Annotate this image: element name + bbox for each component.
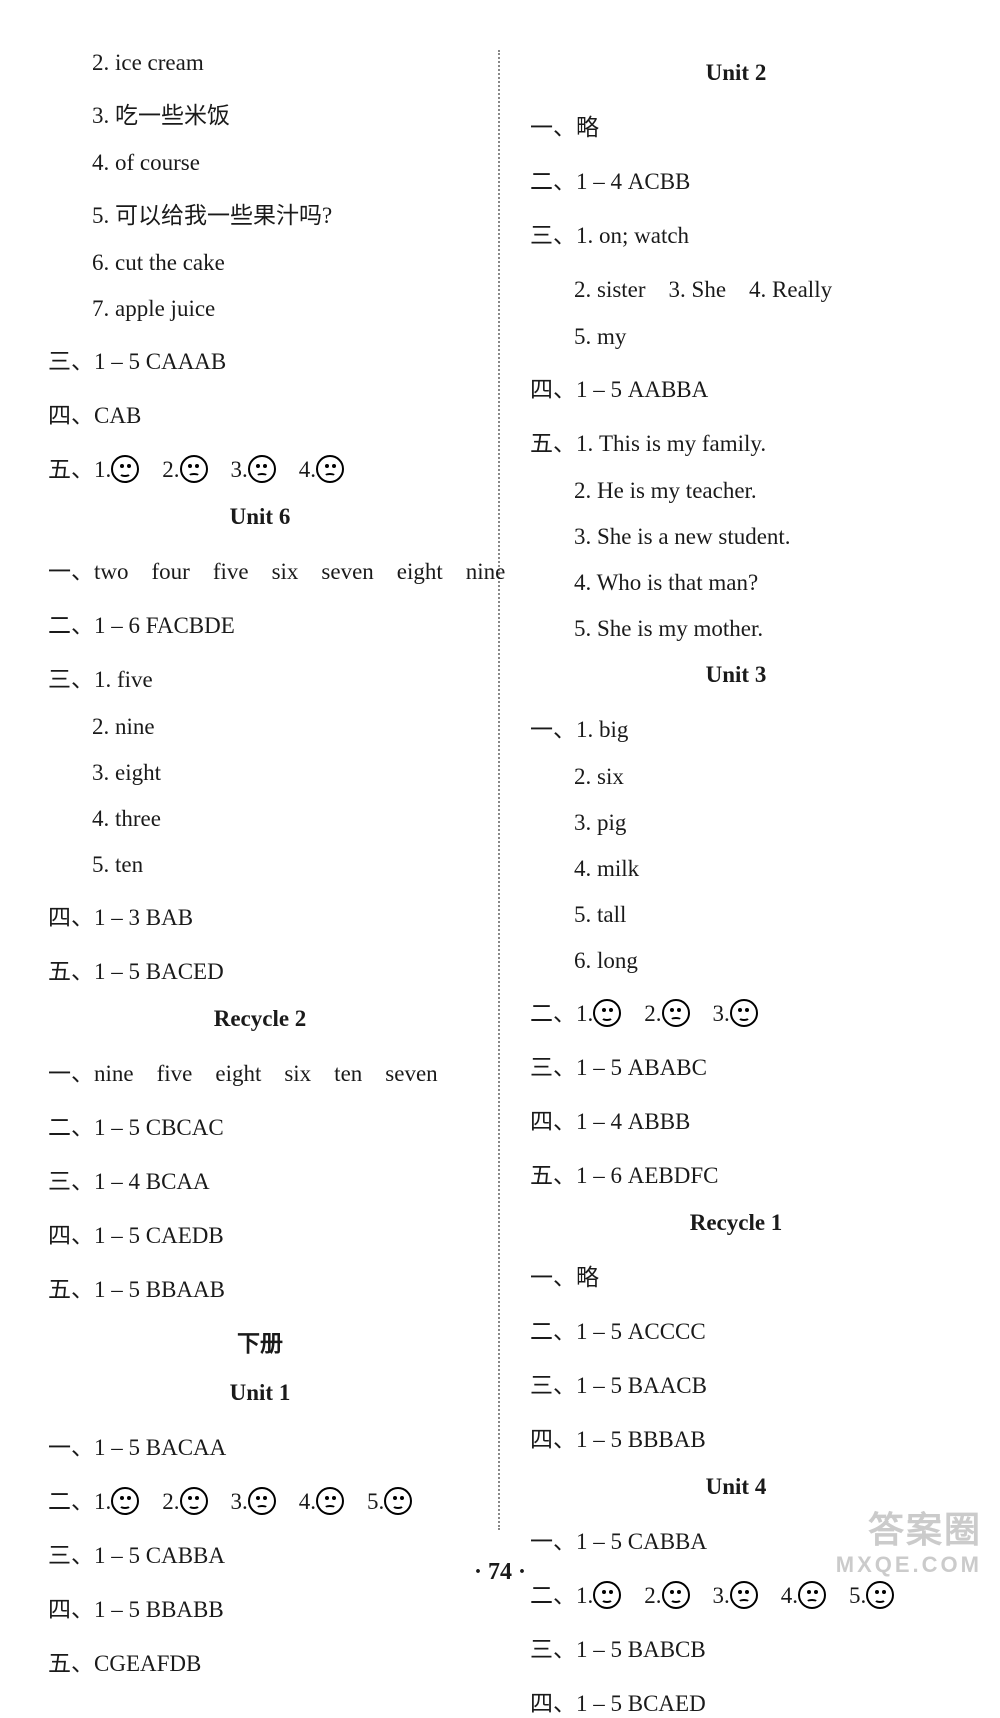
answer-line: 三、1 – 5 ABABC xyxy=(530,1048,942,1082)
section-title-unit6: Unit 6 xyxy=(48,504,472,530)
answer-line: 6. cut the cake xyxy=(48,250,472,276)
answer-line: 4. three xyxy=(48,806,472,832)
smile-face-icon xyxy=(180,1487,208,1515)
answer-line: 2. ice cream xyxy=(48,50,472,76)
answer-line: 3. eight xyxy=(48,760,472,786)
answer-line: 5. tall xyxy=(530,902,942,928)
answer-line: 3. pig xyxy=(530,810,942,836)
answer-line: 四、1 – 5 BCAED xyxy=(530,1684,942,1718)
answer-line: 5. She is my mother. xyxy=(530,616,942,642)
answer-line: 3. 吃一些米饭 xyxy=(48,96,472,130)
answer-line: 三、1. on; watch xyxy=(530,216,942,250)
answer-line: 三、1 – 5 BAACB xyxy=(530,1366,942,1400)
section-title-unit1: Unit 1 xyxy=(48,1380,472,1406)
face-item-label: 4. xyxy=(781,1583,798,1609)
answer-line: 一、略 xyxy=(530,108,942,142)
face-item-label: 2. xyxy=(162,1489,179,1515)
face-item-label: 五、1. xyxy=(48,450,111,484)
answer-line: 四、CAB xyxy=(48,396,472,430)
answer-line: 五、CGEAFDB xyxy=(48,1644,472,1678)
sad-face-icon xyxy=(248,455,276,483)
answer-line: 四、1 – 3 BAB xyxy=(48,898,472,932)
face-item-label: 3. xyxy=(231,1489,248,1515)
answer-line: 二、1 – 6 FACBDE xyxy=(48,606,472,640)
section-title-volume2: 下册 xyxy=(48,1324,472,1358)
smile-face-icon xyxy=(730,999,758,1027)
face-item-label: 2. xyxy=(644,1001,661,1027)
answer-line: 一、略 xyxy=(530,1258,942,1292)
answer-line: 三、1 – 5 BABCB xyxy=(530,1630,942,1664)
answer-line: 2. He is my teacher. xyxy=(530,478,942,504)
answer-line: 四、1 – 5 BBABB xyxy=(48,1590,472,1624)
answer-line: 2. sister 3. She 4. Really xyxy=(530,270,942,304)
smile-face-icon xyxy=(384,1487,412,1515)
face-item-label: 5. xyxy=(367,1489,384,1515)
face-item-label: 3. xyxy=(713,1583,730,1609)
section-title-recycle2: Recycle 2 xyxy=(48,1006,472,1032)
face-item-label: 5. xyxy=(849,1583,866,1609)
face-item-label: 4. xyxy=(299,1489,316,1515)
face-item-label: 2. xyxy=(162,457,179,483)
section-title-unit3: Unit 3 xyxy=(530,662,942,688)
answer-line: 二、1 – 4 ACBB xyxy=(530,162,942,196)
answer-line: 5. 可以给我一些果汁吗? xyxy=(48,196,472,230)
answer-line: 三、1 – 5 CAAAB xyxy=(48,342,472,376)
sad-face-icon xyxy=(248,1487,276,1515)
answer-line: 一、1 – 5 BACAA xyxy=(48,1428,472,1462)
answer-line: 三、1 – 4 BCAA xyxy=(48,1162,472,1196)
answer-line: 五、1 – 6 AEBDFC xyxy=(530,1156,942,1190)
sad-face-icon xyxy=(180,455,208,483)
watermark: 答案圈 MXQE.COM xyxy=(836,1508,982,1578)
answer-line: 二、1 – 5 CBCAC xyxy=(48,1108,472,1142)
right-column: Unit 2 一、略 二、1 – 4 ACBB 三、1. on; watch 2… xyxy=(500,50,960,1530)
answer-line: 2. nine xyxy=(48,714,472,740)
smile-face-icon xyxy=(593,999,621,1027)
face-item-label: 二、1. xyxy=(48,1482,111,1516)
watermark-text-1: 答案圈 xyxy=(836,1508,982,1551)
answer-line: 一、two four five six seven eight nine xyxy=(48,552,472,586)
answer-line: 5. ten xyxy=(48,852,472,878)
sad-face-icon xyxy=(662,999,690,1027)
face-item-label: 3. xyxy=(231,457,248,483)
answer-line: 四、1 – 4 ABBB xyxy=(530,1102,942,1136)
section-title-unit2: Unit 2 xyxy=(530,60,942,86)
answer-line: 4. of course xyxy=(48,150,472,176)
face-answer-row: 二、1. 2. 3. xyxy=(530,994,942,1028)
answer-line: 一、1. big xyxy=(530,710,942,744)
section-title-recycle1: Recycle 1 xyxy=(530,1210,942,1236)
answer-line: 4. milk xyxy=(530,856,942,882)
answer-line: 三、1. five xyxy=(48,660,472,694)
answer-line: 四、1 – 5 AABBA xyxy=(530,370,942,404)
face-item-label: 4. xyxy=(299,457,316,483)
face-item-label: 二、1. xyxy=(530,994,593,1028)
smile-face-icon xyxy=(111,455,139,483)
answer-line: 四、1 – 5 CAEDB xyxy=(48,1216,472,1250)
answer-line: 二、1 – 5 ACCCC xyxy=(530,1312,942,1346)
answer-line: 7. apple juice xyxy=(48,296,472,322)
face-answer-row: 二、1. 2. 3. 4. 5. xyxy=(48,1482,472,1516)
left-column: 2. ice cream 3. 吃一些米饭 4. of course 5. 可以… xyxy=(40,50,500,1530)
answer-line: 2. six xyxy=(530,764,942,790)
answer-line: 五、1 – 5 BBAAB xyxy=(48,1270,472,1304)
answer-line: 五、1 – 5 BACED xyxy=(48,952,472,986)
answer-line: 6. long xyxy=(530,948,942,974)
face-answer-row: 五、1. 2. 3. 4. xyxy=(48,450,472,484)
watermark-text-2: MXQE.COM xyxy=(836,1552,982,1578)
answer-line: 4. Who is that man? xyxy=(530,570,942,596)
face-item-label: 2. xyxy=(644,1583,661,1609)
smile-face-icon xyxy=(111,1487,139,1515)
sad-face-icon xyxy=(316,1487,344,1515)
answer-line: 四、1 – 5 BBBAB xyxy=(530,1420,942,1454)
answer-line: 3. She is a new student. xyxy=(530,524,942,550)
answer-line: 5. my xyxy=(530,324,942,350)
face-item-label: 3. xyxy=(713,1001,730,1027)
answer-line: 一、nine five eight six ten seven xyxy=(48,1054,472,1088)
section-title-unit4: Unit 4 xyxy=(530,1474,942,1500)
answer-line: 五、1. This is my family. xyxy=(530,424,942,458)
sad-face-icon xyxy=(316,455,344,483)
